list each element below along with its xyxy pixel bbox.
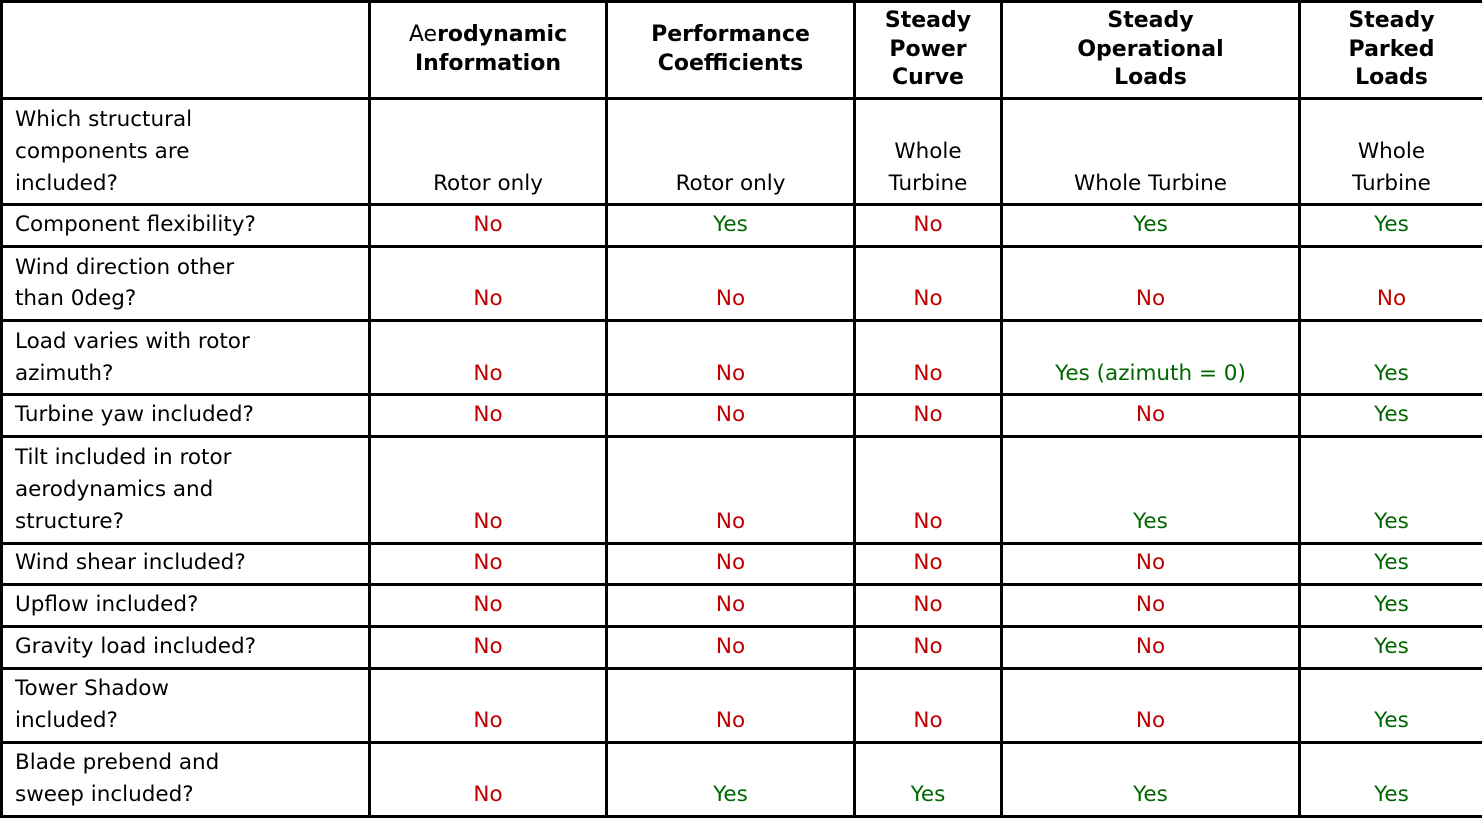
value-cell: No (368, 245, 608, 323)
value-cell: No (605, 245, 856, 323)
value-cell: No (368, 583, 608, 628)
value-cell: Rotor only (605, 96, 856, 207)
row-label: Tower Shadow included? (0, 666, 371, 744)
value-cell: Rotor only (368, 96, 608, 207)
value-cell: Yes (1298, 393, 1482, 438)
value-cell: No (853, 666, 1003, 744)
table-row: Turbine yaw included? No No No No Yes (0, 393, 1482, 438)
header-row: Aerodynamic Information Performance Coeff… (0, 0, 1482, 100)
value-cell: No (1000, 583, 1301, 628)
column-header-text: Steady Operational Loads (1077, 8, 1224, 91)
value-cell: No (853, 624, 1003, 670)
column-header-text: Steady Power Curve (884, 8, 972, 91)
value-cell: Yes (605, 203, 856, 249)
table-row: Tower Shadow included? No No No No Yes (0, 666, 1482, 744)
row-label: Component flexibility? (0, 203, 371, 249)
table-row: Wind shear included? No No No No Yes (0, 541, 1482, 587)
value-cell: No (853, 583, 1003, 628)
value-cell: Yes (1000, 435, 1301, 545)
value-cell: No (1000, 624, 1301, 670)
value-cell: Yes (605, 740, 856, 819)
value-cell: Yes (1000, 203, 1301, 249)
value-cell: Yes (1298, 624, 1482, 670)
value-cell: No (605, 319, 856, 397)
row-label: Upflow included? (0, 583, 371, 628)
column-header-text: Performance Coefficients (651, 22, 810, 76)
value-cell: No (1000, 393, 1301, 438)
corner-cell (0, 0, 371, 100)
value-cell: No (605, 583, 856, 628)
value-cell: Yes (1298, 666, 1482, 744)
value-cell: Yes (azimuth = 0) (1000, 319, 1301, 397)
value-cell: No (605, 435, 856, 545)
table-row: Blade prebend and sweep included? No Yes Ye… (0, 740, 1482, 819)
value-cell: No (368, 624, 608, 670)
column-header: Steady Parked Loads (1298, 0, 1482, 100)
value-cell: No (368, 541, 608, 587)
table-row: Load varies with rotor azimuth? No No No Yes… (0, 319, 1482, 397)
value-cell: Yes (1000, 740, 1301, 819)
value-cell: No (853, 203, 1003, 249)
row-label: Load varies with rotor azimuth? (0, 319, 371, 397)
value-cell: No (368, 666, 608, 744)
row-label: Gravity load included? (0, 624, 371, 670)
table-row: Upflow included? No No No No Yes (0, 583, 1482, 628)
column-header: Steady Operational Loads (1000, 0, 1301, 100)
value-cell: No (368, 435, 608, 545)
row-label: Blade prebend and sweep included? (0, 740, 371, 819)
table-row: Component flexibility? No Yes No Yes Yes (0, 203, 1482, 249)
value-cell: No (1000, 541, 1301, 587)
value-cell: Yes (1298, 740, 1482, 819)
value-cell: No (368, 740, 608, 819)
table-row: Gravity load included? No No No No Yes (0, 624, 1482, 670)
row-label: Tilt included in rotor aerodynamics and … (0, 435, 371, 545)
value-cell: No (853, 435, 1003, 545)
value-cell: Yes (853, 740, 1003, 819)
value-cell: Whole Turbine (1000, 96, 1301, 207)
column-header: Aerodynamic Information (368, 0, 608, 100)
column-header-text: Steady Parked Loads (1348, 8, 1435, 91)
value-cell: No (853, 393, 1003, 438)
value-cell: No (605, 541, 856, 587)
value-cell: Whole Turbine (853, 96, 1003, 207)
value-cell: No (605, 393, 856, 438)
column-header-text: rodynamic Information (415, 22, 568, 76)
value-cell: No (605, 666, 856, 744)
table-row: Which structural components are included… (0, 96, 1482, 207)
value-cell: No (368, 393, 608, 438)
value-cell: No (1000, 666, 1301, 744)
row-label: Wind shear included? (0, 541, 371, 587)
value-cell: Yes (1298, 583, 1482, 628)
column-header: Performance Coefficients (605, 0, 856, 100)
value-cell: Yes (1298, 319, 1482, 397)
value-cell: No (605, 624, 856, 670)
table-row: Wind direction other than 0deg? No No No No N… (0, 245, 1482, 323)
value-cell: Whole Turbine (1298, 96, 1482, 207)
row-label: Which structural components are included… (0, 96, 371, 207)
row-label: Turbine yaw included? (0, 393, 371, 438)
column-header-text-normal: Ae (408, 22, 438, 48)
value-cell: No (853, 245, 1003, 323)
row-label: Wind direction other than 0deg? (0, 245, 371, 323)
column-header: Steady Power Curve (853, 0, 1003, 100)
value-cell: Yes (1298, 541, 1482, 587)
value-cell: No (1298, 245, 1482, 323)
value-cell: No (1000, 245, 1301, 323)
value-cell: No (853, 541, 1003, 587)
value-cell: Yes (1298, 203, 1482, 249)
value-cell: Yes (1298, 435, 1482, 545)
value-cell: No (853, 319, 1003, 397)
value-cell: No (368, 203, 608, 249)
value-cell: No (368, 319, 608, 397)
table-row: Tilt included in rotor aerodynamics and … (0, 435, 1482, 545)
